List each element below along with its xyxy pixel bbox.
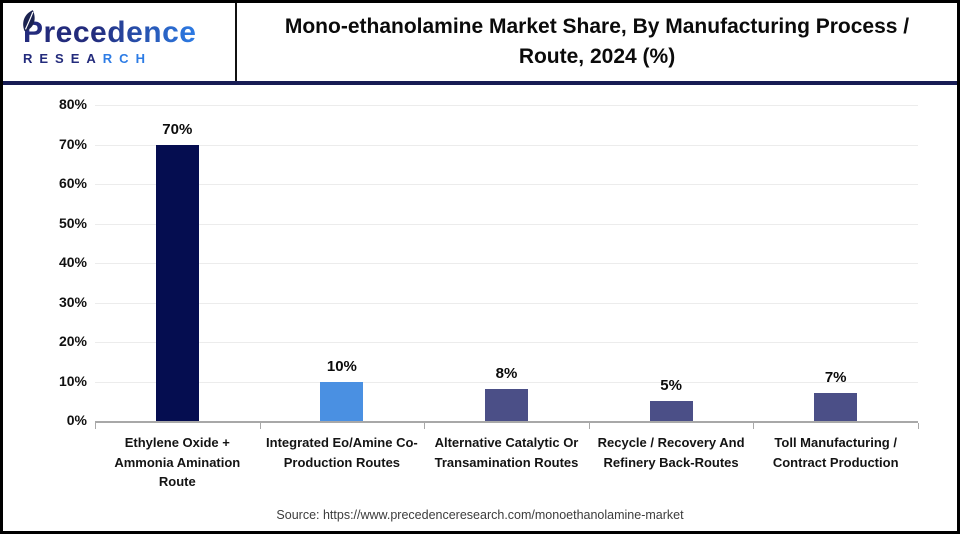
brand-logo: Precedence RESEARCH [3,3,237,81]
bar-value-label: 10% [326,357,357,375]
bar [814,393,858,421]
bar-value-label: 5% [660,377,682,395]
header: Precedence RESEARCH Mono-ethanolamine Ma… [3,3,957,81]
gridline [95,302,918,304]
gridline [95,223,918,225]
y-tick-label: 40% [58,254,87,270]
bar-value-label: 7% [824,369,847,387]
gridline [95,263,918,264]
brand-name: Precedence [23,16,197,49]
bar [155,144,199,421]
bar [649,401,693,421]
x-category-label: Toll Manufacturing / Contract Production [772,435,899,470]
y-tick-label: 80% [58,96,87,112]
x-category-label: Integrated Eo/Amine Co-Production Routes [266,435,418,470]
x-category-label: Recycle / Recovery And Refinery Back-Rou… [597,435,745,470]
x-axis-tick [259,423,261,429]
bar-value-label: 70% [162,120,193,138]
x-axis-tick [588,423,590,429]
bar [320,381,364,421]
y-tick-label: 60% [58,175,87,191]
plot-area: 0% 10% 20% 30% 40% 50% 60% 70% 80% 70% 10% 8% 5% 7% Et… [3,3,957,531]
gridline [95,184,918,185]
gridline [95,342,918,343]
x-axis-tick [424,423,426,429]
x-category-label: Alternative Catalytic Or Transamination … [434,435,579,470]
header-divider [3,81,957,85]
chart-title: Mono-ethanolamine Market Share, By Manuf… [284,14,910,68]
x-axis-tick [95,423,96,429]
y-tick-label: 30% [58,293,87,310]
y-tick-label: 0% [66,412,87,428]
brand-subtitle: RESEARCH [23,51,152,66]
gridline [95,144,918,146]
x-axis-tick [918,423,919,429]
source-citation: Source: https://www.precedenceresearch.c… [276,508,684,522]
bar [485,389,528,421]
gridline [95,381,918,383]
y-tick-label: 70% [58,135,87,152]
title-area: Mono-ethanolamine Market Share, By Manuf… [237,3,957,81]
gridline [95,105,918,106]
leaf-icon [23,10,35,32]
x-axis-tick [753,423,755,429]
x-axis-line [95,421,918,423]
bar-value-label: 8% [495,365,518,383]
y-tick-label: 50% [58,214,87,231]
y-tick-label: 20% [58,333,87,349]
y-tick-label: 10% [58,372,87,389]
x-category-label: Ethylene Oxide + Ammonia Amination Route [114,435,241,489]
